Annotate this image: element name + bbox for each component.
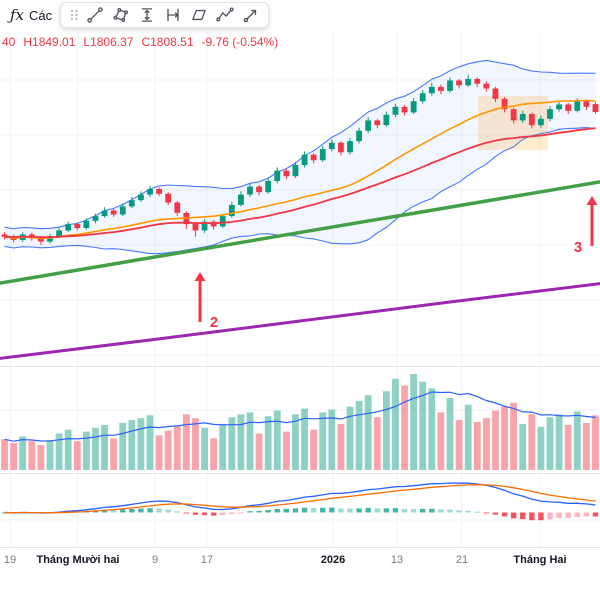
green-trendline[interactable]	[0, 180, 600, 285]
tool-trend-line-button[interactable]	[82, 4, 107, 26]
macd-pane	[1, 482, 599, 521]
high-value: H1849.01	[23, 35, 76, 49]
highlight-rect-drawing[interactable]	[478, 96, 548, 150]
arrow-annotations: 23	[194, 196, 598, 331]
tool-trend-arrow-button[interactable]	[238, 4, 263, 26]
time-axis-label[interactable]: 2026	[321, 554, 345, 566]
time-axis-label[interactable]: 21	[456, 554, 468, 566]
drawing-tools-card	[60, 2, 270, 28]
indicators-label: Các	[29, 7, 53, 23]
purple-ma-line[interactable]	[0, 282, 600, 360]
tool-polygon-button[interactable]	[108, 4, 133, 26]
arrow-label: 3	[574, 239, 582, 256]
close-value: C1808.51	[141, 35, 194, 49]
time-axis-label[interactable]: 19	[4, 554, 16, 566]
bollinger-bands	[4, 59, 596, 255]
arrow-label: 2	[210, 314, 218, 331]
time-axis-label[interactable]: 13	[391, 554, 403, 566]
tool-parallelogram-button[interactable]	[186, 4, 211, 26]
time-axis-label[interactable]: Tháng Hai	[513, 554, 566, 566]
indicators-button[interactable]: ƒx Các	[6, 6, 56, 25]
moving-averages	[4, 99, 596, 240]
change-value: -9.76 (-0.54%)	[201, 35, 279, 49]
time-axis-label[interactable]: 9	[152, 554, 158, 566]
tool-date-range-button[interactable]	[160, 4, 185, 26]
low-value: L1806.37	[83, 35, 134, 49]
time-axis: 19 Tháng Mười hai 9 17 2026 13 21 Tháng Hai	[4, 554, 567, 566]
tool-zigzag-button[interactable]	[212, 4, 237, 26]
drag-handle-icon[interactable]	[66, 4, 81, 26]
open-value: 40	[2, 35, 16, 49]
volume-pane	[1, 374, 599, 470]
ohlc-legend: 40 H1849.01 L1806.37 C1808.51 -9.76 (-0.…	[2, 35, 278, 49]
time-axis-label[interactable]: Tháng Mười hai	[36, 554, 119, 566]
time-axis-label[interactable]: 17	[201, 554, 213, 566]
top-toolbar: ƒx Các	[0, 0, 600, 30]
tool-price-range-button[interactable]	[134, 4, 159, 26]
pane-dividers	[0, 366, 600, 548]
fx-icon: ƒx	[10, 5, 25, 24]
